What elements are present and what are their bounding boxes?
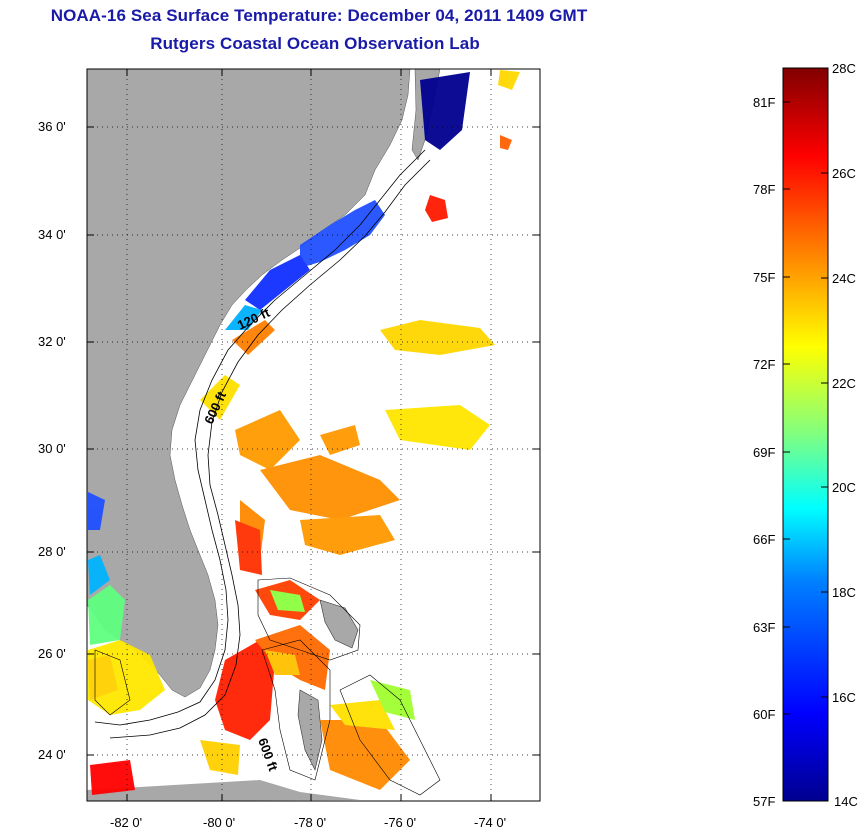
lat-label: 36 0' <box>38 119 66 134</box>
map-title: NOAA-16 Sea Surface Temperature: Decembe… <box>50 6 588 25</box>
lat-label: 32 0' <box>38 334 66 349</box>
colorbar-fahrenheit-label: 69F <box>753 445 776 460</box>
colorbar-celsius-label: 20C <box>832 480 856 495</box>
lat-label: 34 0' <box>38 227 66 242</box>
isobath-contour <box>109 159 431 739</box>
colorbar-fahrenheit-label: 72F <box>753 357 776 372</box>
colorbar-celsius-label: 22C <box>832 376 856 391</box>
frame-ticks <box>87 69 540 801</box>
sst-patches <box>88 70 520 795</box>
graticule <box>87 69 540 801</box>
land-cuba <box>87 780 360 801</box>
isobath-contour <box>339 674 441 796</box>
map-frame <box>86 68 541 802</box>
colorbar-celsius-label: 26C <box>832 166 856 181</box>
lat-label: 30 0' <box>38 441 66 456</box>
land-bahamas-1 <box>319 599 359 649</box>
colorbar-celsius-label: 24C <box>832 271 856 286</box>
lon-label: -82 0' <box>110 815 143 830</box>
land-bahamas-2 <box>297 689 323 771</box>
colorbar-fahrenheit-label: 75F <box>753 270 776 285</box>
lat-label: 28 0' <box>38 544 66 559</box>
colorbar-celsius-label: 28C <box>832 61 856 76</box>
lon-label: -74 0' <box>474 815 507 830</box>
colorbar-fahrenheit-label: 57F <box>753 794 776 809</box>
lat-label: 26 0' <box>38 646 66 661</box>
lon-label: -78 0' <box>294 815 327 830</box>
colorbar-fahrenheit-label: 78F <box>753 182 776 197</box>
colorbar <box>782 67 829 802</box>
lat-label: 24 0' <box>38 747 66 762</box>
colorbar-celsius-label: 16C <box>832 690 856 705</box>
colorbar-fahrenheit-label: 66F <box>753 532 776 547</box>
isobath-contour <box>94 149 426 726</box>
isobath-contour <box>257 577 361 661</box>
colorbar-fahrenheit-label: 81F <box>753 95 776 110</box>
map-subtitle: Rutgers Coastal Ocean Observation Lab <box>150 34 480 53</box>
colorbar-celsius-label: 14C <box>834 794 858 809</box>
isobath-contour <box>261 639 331 781</box>
lon-label: -80 0' <box>203 815 236 830</box>
colorbar-celsius-label: 18C <box>832 585 856 600</box>
colorbar-fahrenheit-label: 60F <box>753 707 776 722</box>
lon-label: -76 0' <box>384 815 417 830</box>
isobath-contour <box>94 649 131 716</box>
colorbar-ticks <box>783 101 828 715</box>
colorbar-fahrenheit-label: 63F <box>753 620 776 635</box>
